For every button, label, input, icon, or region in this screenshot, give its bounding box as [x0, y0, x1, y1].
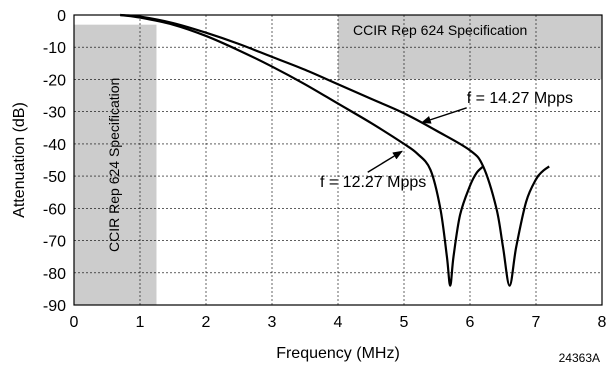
y-tick-label: 0 — [57, 8, 66, 25]
annotation-1: f = 12.27 Mpps — [320, 174, 426, 191]
y-tick-label: -90 — [43, 298, 66, 315]
x-tick-label: 6 — [466, 314, 475, 331]
y-tick-label: -50 — [43, 169, 66, 186]
spec-region-label-2: CCIR Rep 624 Specification — [353, 22, 527, 38]
annotation-arrow-2 — [420, 107, 467, 124]
y-tick-label: -40 — [43, 137, 66, 154]
series-line-2 — [120, 13, 550, 287]
y-axis-title: Attenuation (dB) — [11, 102, 28, 218]
tick-labels: 0 1 2 3 4 5 6 7 8 0 -10 -20 -30 -40 -50 -60 -70 -80 -90 — [43, 8, 606, 331]
y-tick-label: -70 — [43, 234, 66, 251]
annotation-arrow-1 — [367, 150, 403, 173]
y-tick-label: -60 — [43, 201, 66, 218]
x-tick-label: 5 — [400, 314, 409, 331]
series-line-1 — [120, 13, 484, 287]
annotations: f = 12.27 Mpps f = 14.27 Mpps — [320, 90, 573, 191]
plot-frame — [73, 14, 603, 306]
y-tick-label: -80 — [43, 266, 66, 283]
y-tick-label: -10 — [43, 40, 66, 57]
spec-region-label-1: CCIR Rep 624 Specification — [106, 78, 122, 252]
annotation-2: f = 14.27 Mpps — [467, 90, 573, 107]
x-tick-label: 4 — [334, 314, 343, 331]
x-axis-title: Frequency (MHz) — [276, 345, 400, 362]
grid — [74, 15, 602, 305]
series — [120, 13, 550, 287]
y-tick-label: -30 — [43, 105, 66, 122]
y-tick-label: -20 — [43, 72, 66, 89]
x-tick-label: 2 — [202, 314, 211, 331]
x-tick-label: 8 — [598, 314, 606, 331]
x-tick-label: 1 — [136, 314, 145, 331]
spec-region-1 — [74, 24, 157, 306]
figure-id: 24363A — [559, 351, 600, 365]
x-tick-label: 3 — [268, 314, 277, 331]
x-tick-label: 0 — [70, 314, 79, 331]
x-tick-label: 7 — [532, 314, 541, 331]
